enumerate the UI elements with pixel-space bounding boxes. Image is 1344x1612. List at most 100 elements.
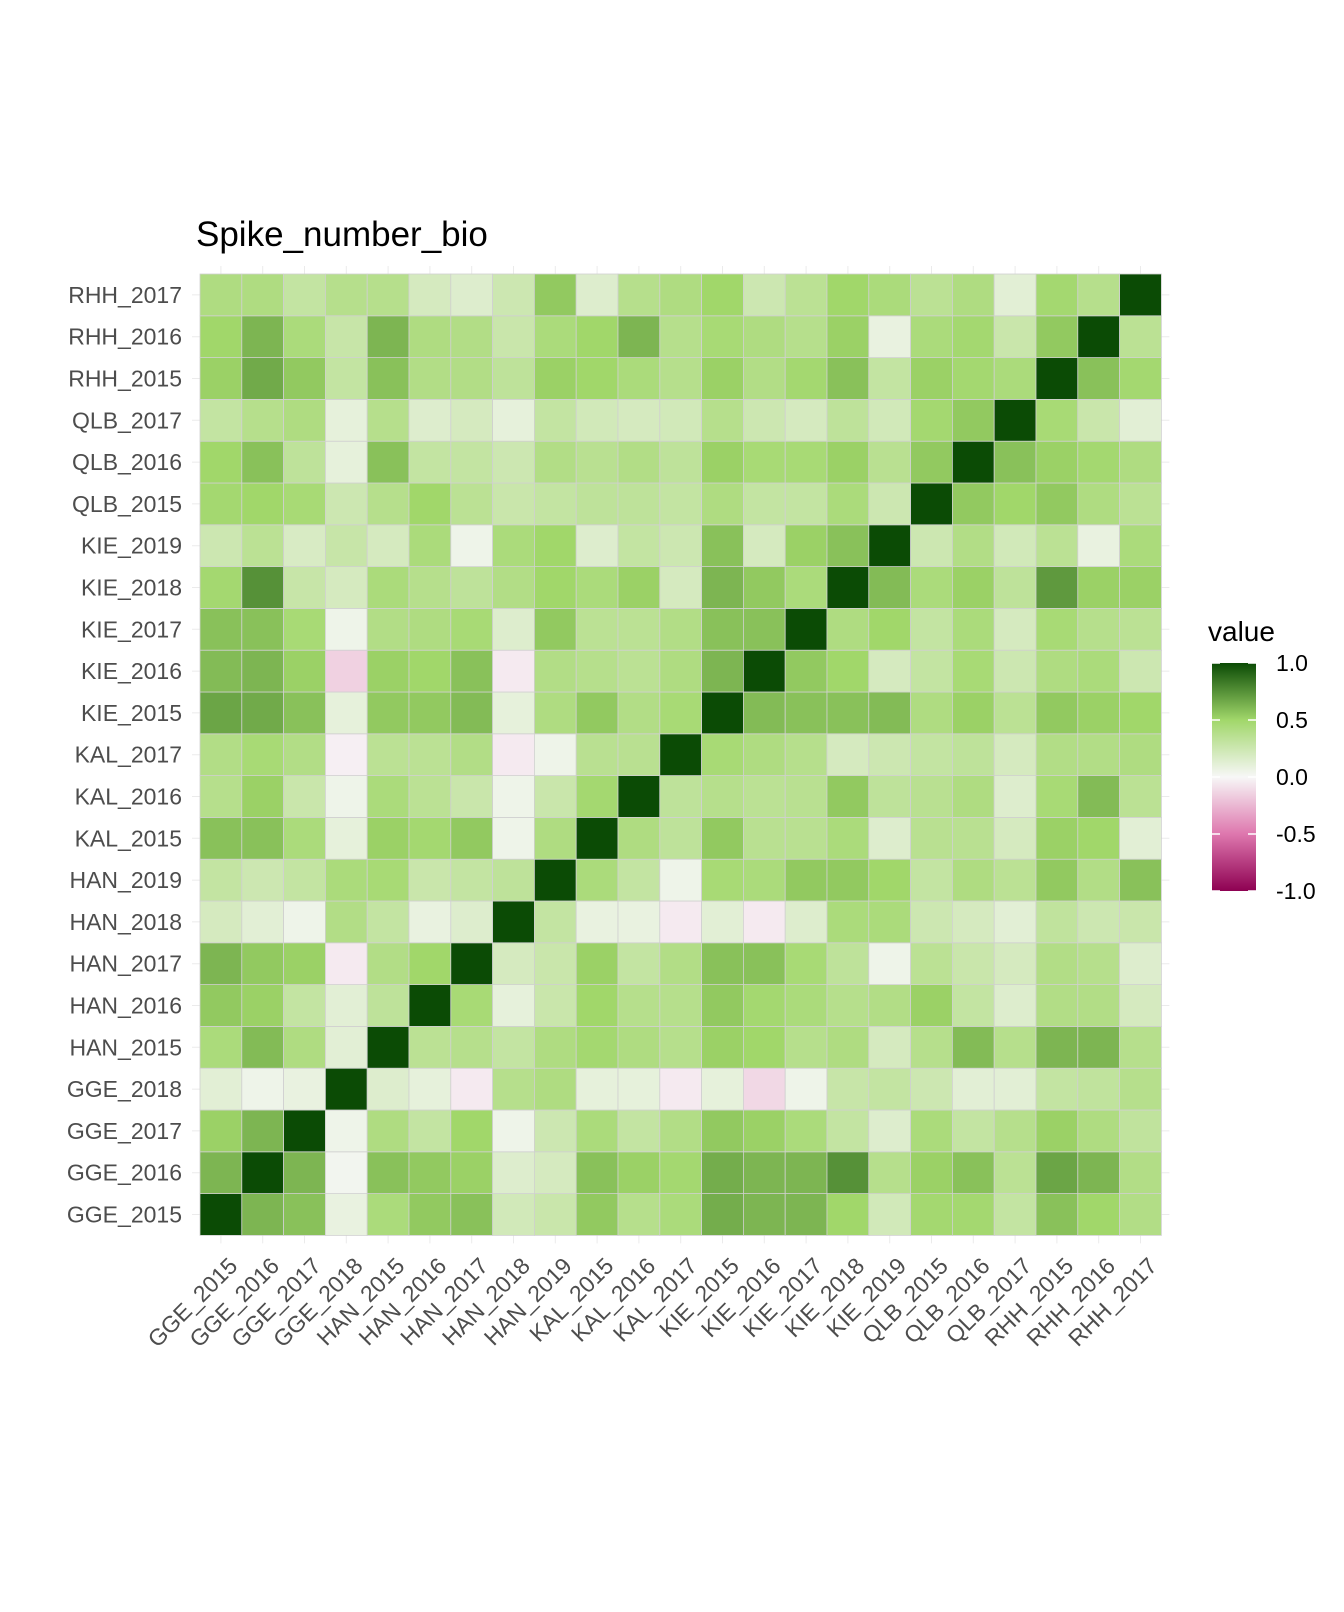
heatmap-cell — [199, 482, 243, 526]
heatmap-cell — [617, 398, 661, 442]
heatmap-cell — [199, 1026, 243, 1069]
heatmap-cell — [408, 900, 452, 944]
heatmap-cell — [324, 315, 368, 358]
heatmap-cell — [617, 524, 661, 567]
heatmap-cell — [283, 984, 326, 1027]
heatmap-cell — [408, 398, 452, 442]
heatmap-cell — [826, 691, 870, 735]
heatmap-cell — [241, 398, 285, 442]
heatmap-cell — [366, 817, 410, 860]
x-axis-tick-labels: GGE_2015GGE_2016GGE_2017GGE_2018HAN_2015… — [143, 1252, 1162, 1352]
heatmap-cell — [784, 984, 828, 1027]
heatmap-cell — [283, 775, 326, 818]
heatmap-cell — [1035, 691, 1079, 735]
heatmap-cell — [1035, 942, 1079, 985]
heatmap-cell — [450, 440, 493, 484]
heatmap-cell — [701, 649, 744, 693]
heatmap-cell — [701, 775, 744, 818]
heatmap-cell — [199, 398, 243, 442]
heatmap-cell — [575, 1067, 619, 1111]
heatmap-cell — [534, 566, 577, 609]
heatmap-cell — [283, 1109, 326, 1153]
heatmap-cell — [534, 1067, 577, 1111]
heatmap-cell — [575, 398, 619, 442]
heatmap-cell — [701, 733, 744, 776]
heatmap-cell — [910, 524, 953, 567]
heatmap-cell — [283, 900, 326, 944]
heatmap-cell — [826, 1193, 870, 1236]
heatmap-cell — [1077, 524, 1121, 567]
heatmap-cell — [701, 398, 744, 442]
heatmap-cell — [910, 1109, 953, 1153]
heatmap-cell — [324, 942, 368, 985]
heatmap-cell — [910, 1193, 953, 1236]
heatmap-cell — [1077, 440, 1121, 484]
heatmap-cell — [952, 1067, 995, 1111]
heatmap-cell — [575, 858, 619, 902]
heatmap-cell — [868, 942, 911, 985]
heatmap-cell — [283, 566, 326, 609]
heatmap-cell — [743, 942, 786, 985]
heatmap-cell — [534, 440, 577, 484]
heatmap-cell — [617, 608, 661, 651]
color-legend: value 1.0 0.5 0.0 -0.5 -1.0 — [1208, 616, 1316, 904]
y-tick-label: GGE_2018 — [67, 1076, 182, 1102]
heatmap-cell — [324, 984, 368, 1027]
heatmap-cell — [199, 942, 243, 985]
heatmap-cell — [952, 649, 995, 693]
heatmap-cell — [534, 900, 577, 944]
heatmap-cell — [1077, 482, 1121, 526]
heatmap-cell — [826, 817, 870, 860]
heatmap-cell — [492, 817, 535, 860]
heatmap-cell — [826, 942, 870, 985]
heatmap-cell — [324, 733, 368, 776]
heatmap-cell — [952, 566, 995, 609]
heatmap-cell — [324, 608, 368, 651]
heatmap-cell — [324, 1193, 368, 1236]
heatmap-cell — [910, 273, 953, 317]
heatmap-cell — [408, 440, 452, 484]
heatmap-cell — [743, 1067, 786, 1111]
heatmap-cell — [534, 1109, 577, 1153]
y-tick-label: GGE_2016 — [67, 1160, 182, 1186]
heatmap-cell — [241, 691, 285, 735]
heatmap-cell — [366, 315, 410, 358]
heatmap-cell — [743, 440, 786, 484]
heatmap-cell — [324, 1026, 368, 1069]
heatmap-cell — [784, 398, 828, 442]
heatmap-cell — [784, 900, 828, 944]
heatmap-cell — [910, 733, 953, 776]
heatmap-cell — [952, 608, 995, 651]
heatmap-cell — [1077, 1151, 1121, 1195]
heatmap-cell — [408, 1109, 452, 1153]
heatmap-cell — [199, 608, 243, 651]
heatmap-cell — [1077, 817, 1121, 860]
heatmap-cell — [1077, 1067, 1121, 1111]
heatmap-cell — [701, 691, 744, 735]
heatmap-cell — [784, 482, 828, 526]
heatmap-cell — [534, 398, 577, 442]
heatmap-cell — [199, 357, 243, 400]
heatmap-cell — [617, 1067, 661, 1111]
heatmap-cell — [575, 524, 619, 567]
heatmap-cell — [408, 273, 452, 317]
heatmap-cell — [826, 900, 870, 944]
heatmap-cell — [575, 357, 619, 400]
heatmap-cell — [659, 440, 702, 484]
heatmap-cell — [784, 440, 828, 484]
heatmap-cell — [743, 608, 786, 651]
heatmap-cell — [492, 984, 535, 1027]
legend-title: value — [1208, 616, 1275, 647]
y-tick-label: QLB_2017 — [72, 407, 182, 433]
heatmap-cell — [199, 733, 243, 776]
heatmap-cell — [1035, 900, 1079, 944]
heatmap-cell — [241, 273, 285, 317]
heatmap-cell — [743, 315, 786, 358]
heatmap-cell — [408, 942, 452, 985]
heatmap-cell — [492, 524, 535, 567]
heatmap-cell — [199, 1193, 243, 1236]
heatmap-cell — [1119, 608, 1162, 651]
heatmap-cell — [241, 608, 285, 651]
heatmap-cell — [826, 1026, 870, 1069]
heatmap-cell — [784, 357, 828, 400]
